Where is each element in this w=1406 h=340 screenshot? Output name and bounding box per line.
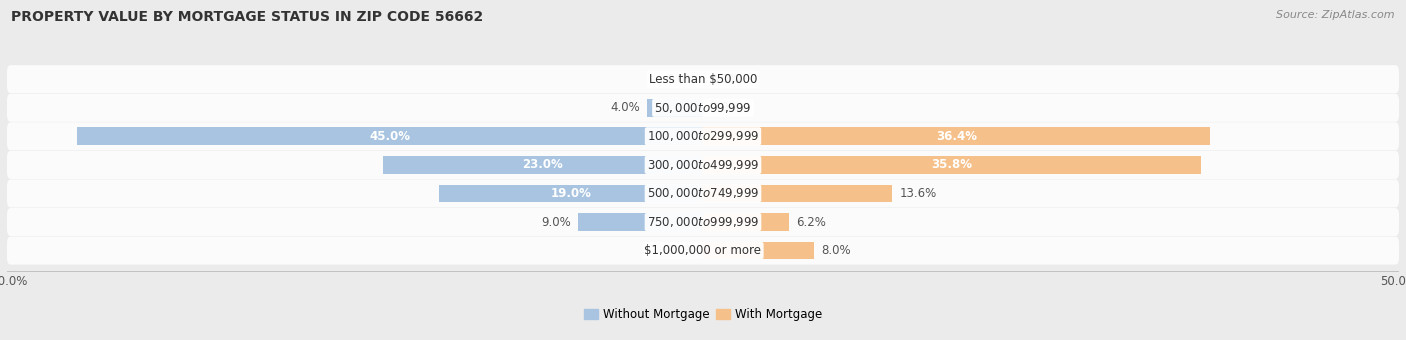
FancyBboxPatch shape xyxy=(7,151,1399,179)
Text: $50,000 to $99,999: $50,000 to $99,999 xyxy=(654,101,752,115)
FancyBboxPatch shape xyxy=(7,65,1399,93)
Bar xyxy=(76,128,703,145)
Text: 45.0%: 45.0% xyxy=(370,130,411,143)
Text: Source: ZipAtlas.com: Source: ZipAtlas.com xyxy=(1277,10,1395,20)
Bar xyxy=(647,99,703,117)
Text: 8.0%: 8.0% xyxy=(821,244,851,257)
Bar xyxy=(703,128,1209,145)
Text: $100,000 to $299,999: $100,000 to $299,999 xyxy=(647,129,759,143)
Text: $1,000,000 or more: $1,000,000 or more xyxy=(644,244,762,257)
Bar xyxy=(382,156,703,174)
Bar xyxy=(578,213,703,231)
Text: 6.2%: 6.2% xyxy=(796,216,827,228)
Text: 13.6%: 13.6% xyxy=(900,187,936,200)
Text: 0.0%: 0.0% xyxy=(710,73,740,86)
Text: $300,000 to $499,999: $300,000 to $499,999 xyxy=(647,158,759,172)
Text: 9.0%: 9.0% xyxy=(541,216,571,228)
Text: 23.0%: 23.0% xyxy=(523,158,564,171)
Text: 0.0%: 0.0% xyxy=(666,73,696,86)
Text: 0.0%: 0.0% xyxy=(666,244,696,257)
Text: $500,000 to $749,999: $500,000 to $749,999 xyxy=(647,186,759,201)
Text: 4.0%: 4.0% xyxy=(610,101,640,114)
Text: 19.0%: 19.0% xyxy=(550,187,591,200)
Text: 0.0%: 0.0% xyxy=(710,101,740,114)
Text: PROPERTY VALUE BY MORTGAGE STATUS IN ZIP CODE 56662: PROPERTY VALUE BY MORTGAGE STATUS IN ZIP… xyxy=(11,10,484,24)
FancyBboxPatch shape xyxy=(7,94,1399,122)
Text: 36.4%: 36.4% xyxy=(936,130,977,143)
Text: Less than $50,000: Less than $50,000 xyxy=(648,73,758,86)
FancyBboxPatch shape xyxy=(7,237,1399,265)
Bar xyxy=(439,185,703,202)
Bar xyxy=(703,156,1201,174)
FancyBboxPatch shape xyxy=(7,208,1399,236)
Legend: Without Mortgage, With Mortgage: Without Mortgage, With Mortgage xyxy=(579,304,827,326)
FancyBboxPatch shape xyxy=(7,180,1399,207)
Text: 35.8%: 35.8% xyxy=(932,158,973,171)
Bar xyxy=(703,185,893,202)
Text: $750,000 to $999,999: $750,000 to $999,999 xyxy=(647,215,759,229)
Bar xyxy=(703,213,789,231)
Bar xyxy=(703,242,814,259)
FancyBboxPatch shape xyxy=(7,122,1399,150)
